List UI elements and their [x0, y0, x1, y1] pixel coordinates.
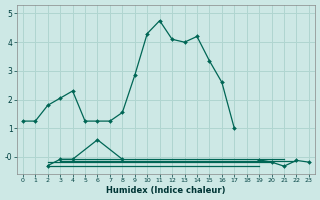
X-axis label: Humidex (Indice chaleur): Humidex (Indice chaleur) [106, 186, 226, 195]
